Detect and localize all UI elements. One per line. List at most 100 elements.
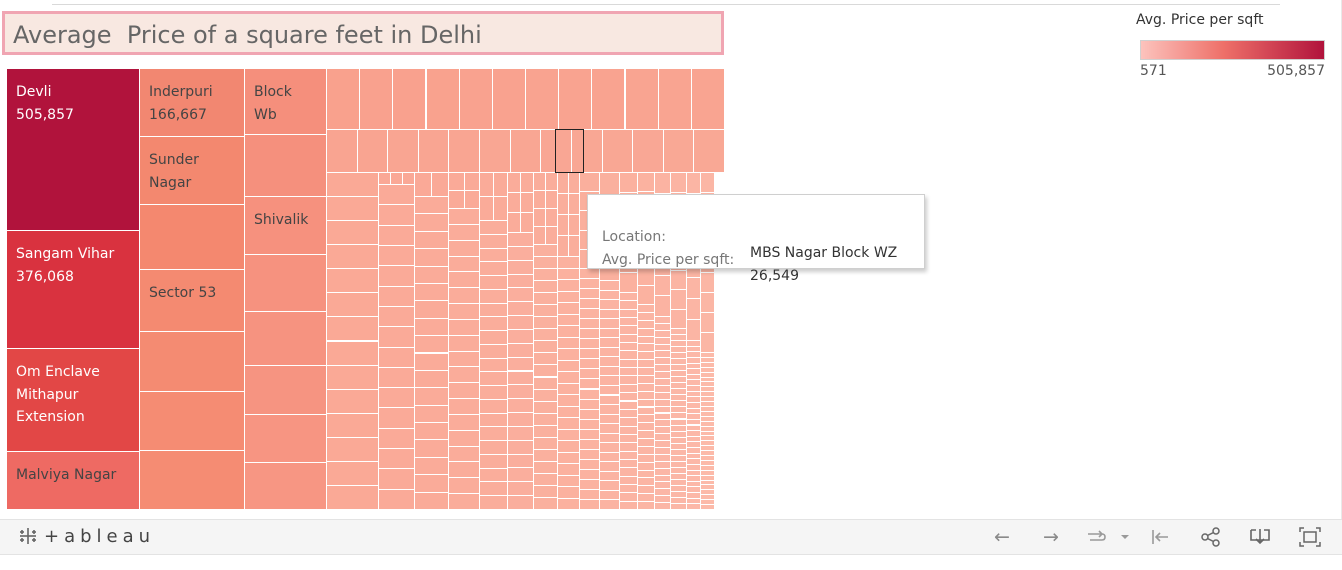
treemap-cell[interactable] (655, 296, 671, 317)
treemap-cell[interactable] (558, 215, 569, 236)
treemap-cell[interactable] (327, 437, 379, 462)
treemap-cell[interactable] (701, 333, 715, 353)
treemap-cell[interactable] (379, 388, 415, 409)
treemap-cell[interactable] (687, 487, 701, 494)
treemap-cell[interactable] (687, 470, 701, 477)
treemap-cell[interactable] (580, 459, 600, 470)
treemap-cell[interactable] (638, 423, 655, 432)
treemap-cell[interactable] (480, 248, 508, 263)
treemap-cell[interactable] (620, 376, 638, 385)
treemap-cell[interactable] (580, 479, 600, 490)
treemap-cell[interactable] (449, 319, 480, 336)
treemap-cell[interactable] (600, 309, 620, 320)
treemap-cell[interactable] (449, 351, 480, 368)
treemap-cell[interactable] (464, 191, 480, 209)
treemap-cell-inderpuri[interactable]: Inderpuri 166,667 (140, 69, 245, 137)
treemap-cell[interactable] (701, 421, 715, 427)
treemap-cell[interactable] (671, 449, 687, 456)
treemap-cell[interactable] (687, 453, 701, 460)
treemap-cell[interactable] (327, 173, 379, 198)
treemap-cell[interactable] (600, 281, 620, 291)
treemap-cell[interactable] (687, 476, 701, 482)
treemap-cell[interactable] (558, 487, 580, 499)
treemap-cell[interactable] (415, 457, 449, 476)
treemap-cell-sector-53[interactable]: Sector 53 (140, 270, 245, 332)
treemap-cell[interactable] (620, 384, 638, 394)
treemap-cell[interactable] (558, 337, 580, 349)
treemap-cell[interactable] (449, 446, 480, 463)
treemap-cell[interactable] (480, 372, 508, 387)
treemap-cell[interactable] (534, 497, 558, 510)
treemap-cell[interactable] (521, 173, 534, 193)
undo-icon[interactable]: ← (994, 526, 1010, 548)
treemap-cell[interactable] (600, 338, 620, 348)
treemap-cell[interactable] (687, 380, 701, 387)
treemap-cell[interactable] (558, 372, 580, 384)
treemap-cell[interactable] (508, 288, 534, 303)
treemap-cell-devli[interactable]: Devli 505,857 (7, 69, 140, 231)
treemap-cell[interactable] (655, 447, 671, 455)
treemap-cell[interactable] (671, 479, 687, 486)
treemap-cell[interactable] (449, 272, 480, 289)
treemap-cell[interactable] (687, 448, 701, 454)
treemap-cell[interactable] (140, 392, 245, 451)
treemap-cell[interactable] (701, 353, 715, 358)
treemap-cell[interactable] (620, 273, 638, 293)
treemap-cell[interactable] (620, 301, 638, 310)
treemap-cell[interactable] (415, 336, 449, 354)
treemap-cell[interactable] (558, 441, 580, 453)
treemap-cell[interactable] (600, 347, 620, 358)
treemap-cell[interactable] (600, 471, 620, 482)
treemap-cell[interactable] (638, 415, 655, 424)
treemap-cell[interactable] (655, 323, 671, 331)
treemap-cell[interactable] (508, 302, 534, 317)
treemap-cell[interactable] (508, 343, 534, 358)
treemap-cell[interactable] (638, 478, 655, 487)
treemap-cell[interactable] (600, 433, 620, 444)
treemap-cell[interactable] (638, 328, 655, 337)
treemap-cell[interactable] (521, 193, 534, 213)
treemap-cell[interactable] (687, 369, 701, 375)
treemap-cell[interactable] (391, 173, 403, 185)
treemap-cell[interactable] (671, 377, 687, 384)
treemap-cell[interactable] (638, 391, 655, 400)
treemap-cell[interactable] (480, 454, 508, 469)
treemap-cell[interactable] (671, 461, 687, 468)
treemap-cell[interactable] (534, 473, 558, 486)
treemap-cell[interactable] (638, 407, 655, 416)
treemap-cell[interactable] (620, 426, 638, 435)
treemap-cell[interactable] (655, 468, 671, 476)
treemap-cell[interactable] (638, 368, 655, 376)
redo-icon[interactable]: → (1043, 526, 1059, 548)
treemap-cell[interactable] (415, 405, 449, 424)
treemap-cell[interactable] (508, 260, 534, 275)
treemap-cell[interactable] (687, 414, 701, 420)
treemap-cell[interactable] (638, 502, 655, 510)
treemap-cell[interactable] (620, 476, 638, 485)
tableau-logo-text[interactable]: +ableau (44, 526, 156, 547)
treemap-cell[interactable] (671, 419, 687, 426)
treemap-cell[interactable] (687, 278, 701, 299)
treemap-cell[interactable] (701, 293, 715, 313)
treemap-cell[interactable] (600, 319, 620, 329)
treemap-cell[interactable] (379, 489, 415, 510)
treemap-cell-om-enclave[interactable]: Om Enclave Mithapur Extension (7, 349, 140, 452)
treemap-cell[interactable] (546, 173, 558, 191)
treemap-cell[interactable] (508, 399, 534, 414)
treemap-cell[interactable] (687, 346, 701, 353)
treemap-cell[interactable] (638, 446, 655, 455)
treemap-cell[interactable] (534, 191, 546, 209)
treemap-cell[interactable] (534, 365, 558, 378)
treemap-cell[interactable] (671, 503, 687, 510)
treemap-cell[interactable] (687, 374, 701, 381)
treemap-cell[interactable] (480, 317, 508, 332)
treemap-cell[interactable] (620, 309, 638, 319)
treemap-cell[interactable] (426, 69, 460, 130)
treemap-cell[interactable] (701, 313, 715, 333)
treemap-cell[interactable] (558, 194, 569, 215)
treemap-cell[interactable] (508, 274, 534, 289)
treemap-cell[interactable] (480, 173, 494, 197)
treemap-cell[interactable] (671, 347, 687, 354)
treemap-cell[interactable] (449, 256, 480, 273)
treemap-cell[interactable] (671, 467, 687, 474)
